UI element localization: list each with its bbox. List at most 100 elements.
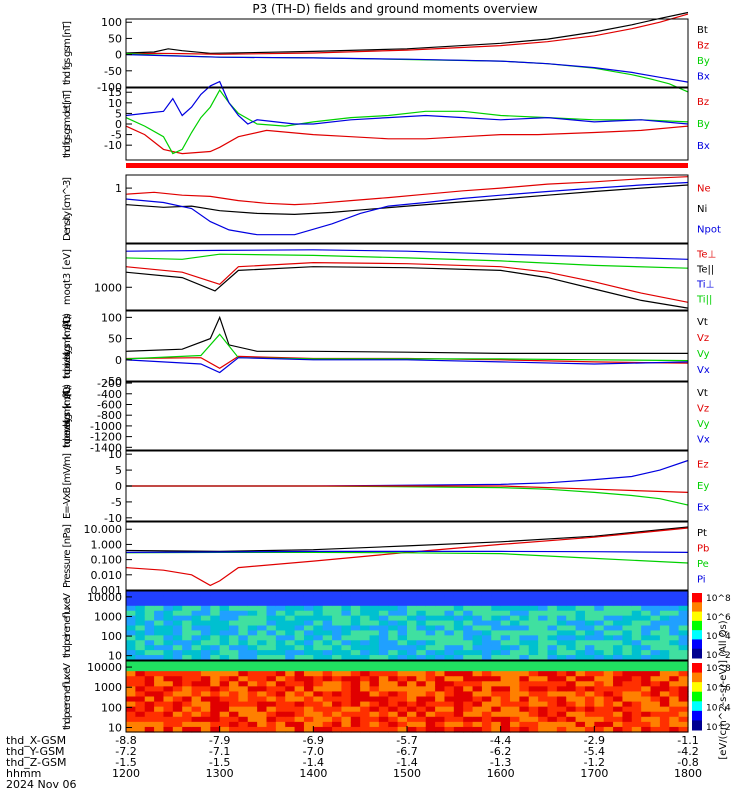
spectrogram-cell	[182, 650, 193, 656]
spectrogram-cell	[154, 726, 165, 733]
spectrogram-cell	[641, 645, 652, 651]
spectrogram-cell	[229, 615, 239, 622]
spectrogram-cell	[163, 706, 174, 713]
spectrogram-cell	[322, 721, 333, 728]
y-tick-label: 10.000	[84, 523, 123, 536]
spectrogram-cell	[388, 696, 399, 703]
series-Bx	[125, 80, 689, 125]
y-tick-label: -600	[97, 398, 122, 411]
spectrogram-cell	[219, 676, 230, 682]
spectrogram-cell	[444, 595, 455, 602]
spectrogram-cell	[425, 666, 436, 672]
spectrogram-cell	[669, 605, 680, 612]
spectrogram-cell	[229, 696, 239, 703]
spectrogram-cell	[378, 625, 389, 632]
spectrogram-cell	[566, 686, 577, 693]
spectrogram-cell	[641, 600, 652, 607]
spectrogram-cell	[547, 711, 558, 718]
spectrogram-cell	[360, 706, 371, 713]
spectrogram-cell	[659, 691, 670, 698]
spectrogram-cell	[584, 706, 595, 713]
spectrogram-cell	[303, 661, 314, 667]
spectrogram-cell	[566, 696, 577, 703]
spectrogram-cell	[135, 630, 146, 636]
y-axis-label: thd fgs gsm det [nT]	[62, 90, 73, 158]
spectrogram-cell	[200, 610, 211, 617]
spectrogram-cell	[453, 696, 464, 703]
spectrogram-cell	[154, 655, 165, 661]
spectrogram-cell	[613, 630, 624, 636]
spectrogram-cell	[144, 691, 155, 698]
spectrogram-cell	[631, 726, 642, 733]
spectrogram-cell	[472, 630, 483, 636]
spectrogram-cell	[294, 711, 305, 718]
spectrogram-cell	[341, 655, 352, 661]
spectrogram-cell	[547, 610, 558, 617]
spectrogram-cell	[285, 686, 296, 693]
spectrogram-cell	[257, 595, 268, 602]
spectrogram-cell	[135, 655, 146, 661]
spectrogram-cell	[238, 620, 249, 627]
spectrogram-cell	[313, 640, 324, 646]
spectrogram-cell	[378, 630, 389, 636]
spectrogram-cell	[257, 620, 268, 627]
spectrogram-cell	[182, 681, 193, 687]
spectrogram-cell	[154, 711, 165, 718]
spectrogram-cell	[491, 645, 502, 651]
spectrogram-cell	[294, 615, 305, 622]
spectrogram-cell	[154, 696, 165, 703]
spectrogram-cell	[275, 661, 286, 667]
spectrogram-cell	[538, 655, 549, 661]
spectrogram-cell	[313, 620, 324, 627]
spectrogram-cell	[500, 655, 511, 661]
spectrogram-cell	[369, 600, 380, 607]
spectrogram-cell	[453, 681, 464, 687]
spectrogram-cell	[491, 711, 502, 718]
spectrogram-cell	[266, 600, 277, 607]
spectrogram-cell	[678, 671, 689, 677]
spectrogram-cell	[481, 591, 492, 597]
spectrogram-cell	[481, 661, 492, 667]
spectrogram-cell	[678, 696, 689, 703]
spectrogram-cell	[407, 630, 417, 636]
spectrogram-cell	[172, 600, 183, 607]
legend-Ti⊥: Ti⊥	[696, 280, 714, 291]
spectrogram-cell	[126, 706, 136, 713]
spectrogram-cell	[154, 600, 165, 607]
spectrogram-cell	[407, 701, 417, 708]
spectrogram-cell	[266, 726, 277, 733]
spectrogram-cell	[613, 726, 624, 733]
series-Pi	[125, 550, 689, 554]
spectrogram-cell	[472, 666, 483, 672]
panel-frame	[125, 18, 689, 88]
spectrogram-cell	[210, 595, 221, 602]
spectrogram-cell	[407, 686, 417, 693]
spectrogram-cell	[435, 640, 446, 646]
spectrogram-cell	[416, 726, 427, 733]
spectrogram-cell	[210, 620, 221, 627]
spectrogram-cell	[388, 671, 399, 677]
spectrogram-cell	[126, 610, 136, 617]
spectrogram-cell	[163, 726, 174, 733]
spectrogram-cell	[575, 701, 586, 708]
spectrogram-cell	[163, 681, 174, 687]
spectrogram-cell	[547, 630, 558, 636]
spectrogram-cell	[425, 671, 436, 677]
spectrogram-cell	[463, 625, 474, 632]
spectrogram-cell	[472, 595, 483, 602]
spectrogram-cell	[556, 610, 567, 617]
spectrogram-cell	[247, 691, 258, 698]
spectrogram-cell	[172, 716, 183, 723]
spectrogram-cell	[407, 635, 417, 641]
spectrogram-cell	[275, 691, 286, 698]
spectrogram-cell	[219, 701, 230, 708]
spectrogram-cell	[238, 691, 249, 698]
spectrogram-cell	[425, 726, 436, 733]
spectrogram-cell	[584, 650, 595, 656]
spectrogram-cell	[210, 635, 221, 641]
spectrogram-cell	[613, 620, 624, 627]
spectrogram-cell	[397, 650, 408, 656]
spectrogram-cell	[332, 716, 343, 723]
spectrogram-cell	[463, 691, 474, 698]
ephemeris-value: 1300	[206, 767, 234, 780]
